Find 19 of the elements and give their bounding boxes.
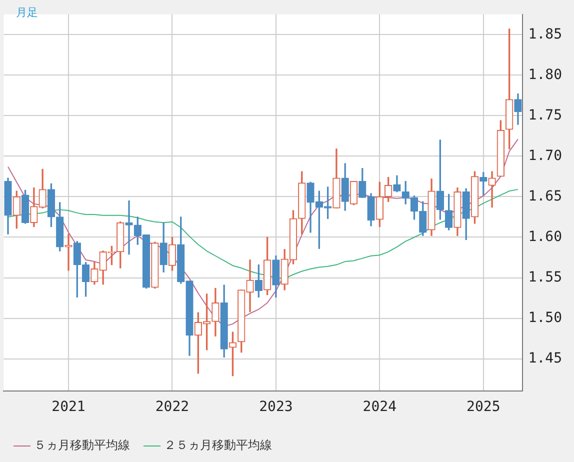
y-tick-label: 1.65 xyxy=(528,188,562,204)
candlestick xyxy=(488,171,496,208)
legend-label: ２５ヵ月移動平均線 xyxy=(164,438,272,452)
y-tick-label: 1.70 xyxy=(528,148,562,164)
y-tick-label: 1.75 xyxy=(528,107,562,124)
y-tick-label: 1.60 xyxy=(528,228,562,245)
x-tick-label: 2024 xyxy=(362,399,397,416)
x-tick-label: 2022 xyxy=(155,399,190,416)
y-tick-label: 1.45 xyxy=(528,350,562,366)
x-tick-label: 2021 xyxy=(52,399,86,416)
y-tick-label: 1.55 xyxy=(528,269,562,286)
y-tick-label: 1.85 xyxy=(528,26,562,42)
legend-label: ５ヵ月移動平均線 xyxy=(34,438,130,452)
x-tick-label: 2025 xyxy=(466,399,500,416)
chart-title: 月足 xyxy=(16,5,38,20)
y-tick-label: 1.80 xyxy=(528,66,562,83)
y-tick-label: 1.50 xyxy=(528,310,562,326)
x-tick-label: 2023 xyxy=(259,399,293,416)
candlestick xyxy=(125,200,133,255)
